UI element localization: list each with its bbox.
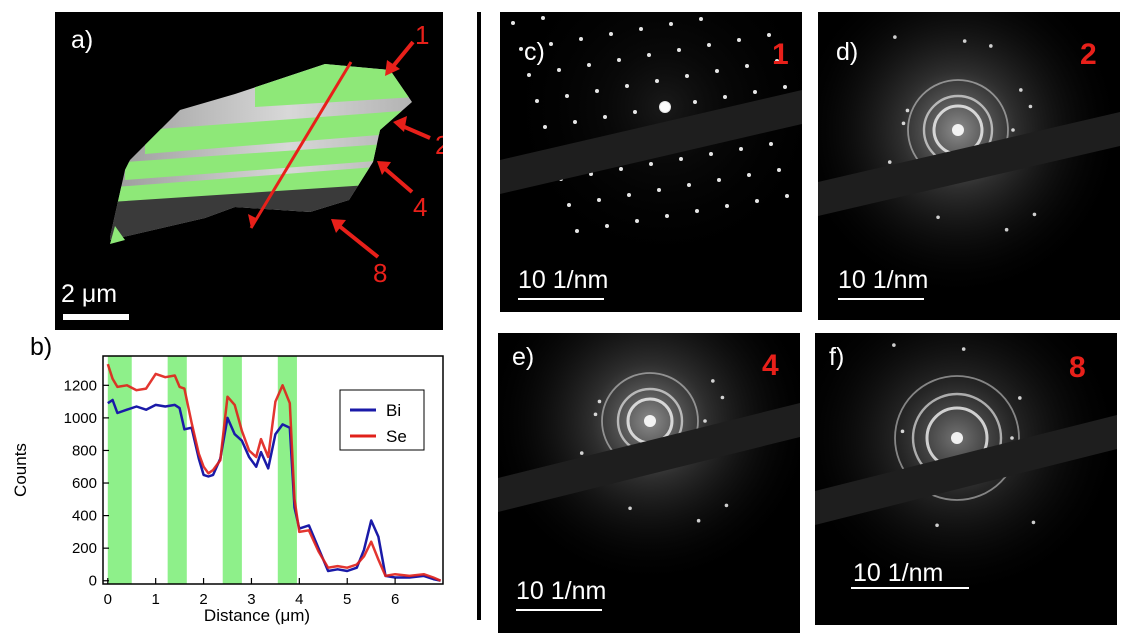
beam-stopper bbox=[498, 403, 800, 512]
series-line-bi bbox=[107, 398, 441, 582]
diffraction-panel-c: c) 1 10 1/nm bbox=[500, 12, 802, 312]
highlight-band-0 bbox=[107, 356, 132, 584]
panel-c-scale-bar bbox=[518, 298, 604, 300]
x-axis-label: Distance (μm) bbox=[204, 606, 310, 625]
x-tick-label-3: 3 bbox=[247, 591, 255, 608]
y-axis-label: Counts bbox=[11, 443, 30, 497]
y-tick-label-400: 400 bbox=[72, 508, 97, 525]
arrow-label-8: 8 bbox=[373, 258, 388, 288]
panel-c-label: c) bbox=[524, 38, 545, 66]
panel-b-label: b) bbox=[30, 333, 53, 361]
y-tick-label-800: 800 bbox=[72, 442, 97, 459]
legend-label-se: Se bbox=[386, 427, 407, 446]
panel-d-label: d) bbox=[836, 38, 859, 66]
panel-a-label: a) bbox=[71, 26, 94, 54]
panel-d-scale-label: 10 1/nm bbox=[838, 266, 929, 294]
panel-a-scale-label: 2 μm bbox=[61, 280, 118, 308]
red-arrows bbox=[331, 40, 431, 259]
diffraction-pattern-d bbox=[818, 12, 1120, 320]
panel-a-sem-image: a) 1 2 4 8 2 μm bbox=[55, 12, 443, 330]
beam-stopper bbox=[815, 415, 1117, 525]
diffraction-panel-d: d) 2 10 1/nm bbox=[818, 12, 1120, 320]
diffraction-pattern-f bbox=[815, 333, 1117, 625]
line-scan-path bbox=[249, 61, 353, 229]
x-tick-label-2: 2 bbox=[199, 591, 207, 608]
panel-e-label: e) bbox=[512, 343, 535, 371]
green-stripe-3 bbox=[125, 142, 412, 180]
panel-c-scale-label: 10 1/nm bbox=[518, 266, 609, 294]
highlight-band-1 bbox=[167, 356, 187, 584]
panel-f-scale-label: 10 1/nm bbox=[853, 559, 944, 587]
legend-box bbox=[339, 389, 425, 451]
beam-stopper bbox=[818, 112, 1120, 216]
diffraction-panel-e: e) 4 10 1/nm bbox=[498, 333, 800, 633]
sem-flake-illustration bbox=[110, 40, 431, 259]
highlight-band-2 bbox=[222, 356, 242, 584]
plot-frame bbox=[102, 355, 444, 585]
x-tick-label-1: 1 bbox=[152, 591, 160, 608]
highlight-band-3 bbox=[277, 356, 297, 584]
diffraction-panel-f: f) 8 10 1/nm bbox=[815, 333, 1117, 625]
arrow-label-2: 2 bbox=[435, 130, 443, 160]
legend-label-bi: Bi bbox=[386, 401, 401, 420]
x-tick-label-4: 4 bbox=[295, 591, 303, 608]
diffraction-pattern-c bbox=[500, 12, 802, 312]
x-tick-label-0: 0 bbox=[104, 591, 112, 608]
y-tick-label-1000: 1000 bbox=[64, 410, 97, 427]
panel-f-number: 8 bbox=[1069, 351, 1086, 384]
green-stripe-4 bbox=[115, 164, 412, 204]
panel-e-number: 4 bbox=[762, 349, 779, 382]
x-tick-label-6: 6 bbox=[391, 591, 399, 608]
arrow-label-4: 4 bbox=[413, 192, 428, 222]
vertical-divider bbox=[477, 12, 481, 620]
panel-e-scale-bar bbox=[516, 609, 602, 611]
beam-stopper bbox=[500, 90, 802, 194]
green-stripe-2 bbox=[145, 110, 412, 154]
series-line-se bbox=[106, 363, 442, 582]
arrow-label-1: 1 bbox=[415, 20, 430, 50]
panel-a-scale-bar bbox=[63, 314, 129, 320]
green-corner bbox=[110, 226, 125, 244]
panel-c-number: 1 bbox=[772, 38, 789, 71]
panel-d-scale-bar bbox=[838, 298, 924, 300]
y-tick-label-200: 200 bbox=[72, 540, 97, 557]
diffraction-pattern-e bbox=[498, 333, 800, 633]
panel-d-number: 2 bbox=[1080, 38, 1097, 71]
line-profile-chart: 0 1 2 3 4 5 6 0 200 400 600 800 1000 1200 Distance (μm… bbox=[11, 355, 444, 625]
panel-f-label: f) bbox=[829, 343, 845, 371]
panel-e-scale-label: 10 1/nm bbox=[516, 577, 607, 605]
y-tick-label-0: 0 bbox=[89, 573, 97, 590]
y-tick-label-1200: 1200 bbox=[64, 377, 97, 394]
x-tick-label-5: 5 bbox=[343, 591, 351, 608]
panel-f-scale-bar bbox=[851, 587, 969, 589]
y-tick-label-600: 600 bbox=[72, 475, 97, 492]
